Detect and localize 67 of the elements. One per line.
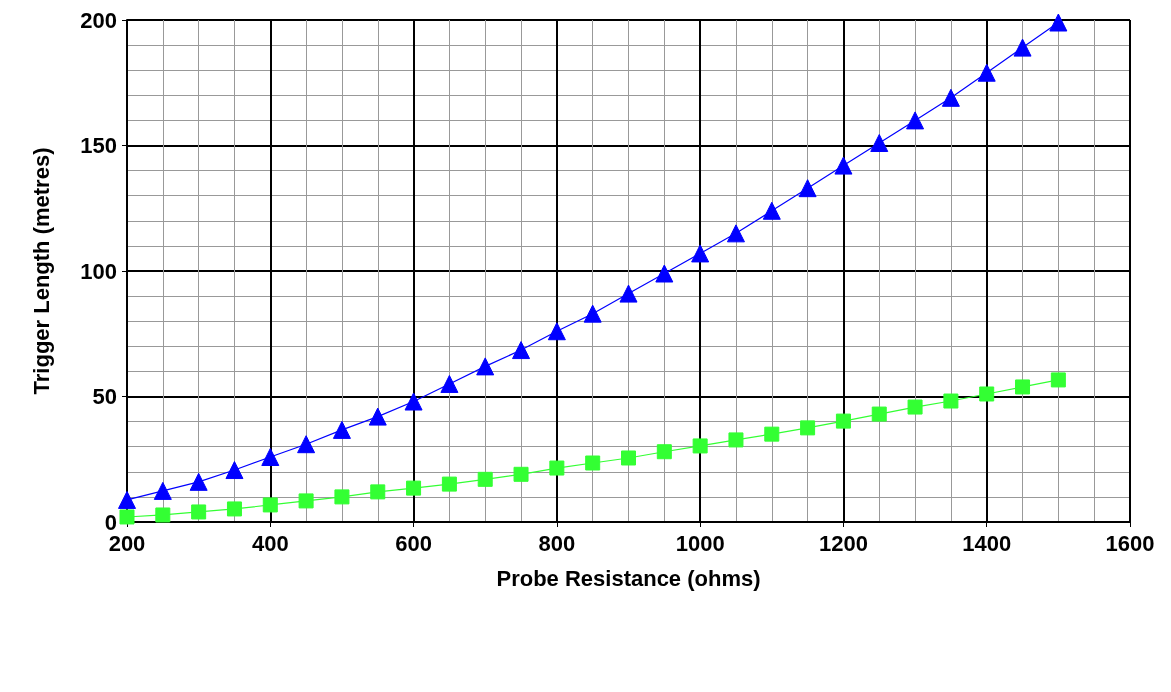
point: [370, 484, 386, 500]
point: [762, 201, 781, 220]
x-tick-label: 800: [538, 530, 576, 556]
point: [835, 413, 851, 429]
point: [261, 447, 280, 466]
point: [406, 480, 422, 496]
point: [834, 156, 853, 175]
point: [583, 304, 602, 323]
point: [764, 426, 780, 442]
point: [119, 509, 135, 525]
point: [870, 133, 889, 152]
point: [549, 460, 565, 476]
point: [655, 264, 674, 283]
point: [404, 392, 423, 411]
x-axis-title: Probe Resistance (ohms): [496, 565, 761, 591]
point: [798, 179, 817, 198]
y-tick-label: 100: [80, 258, 117, 284]
point: [906, 111, 925, 130]
point: [440, 374, 459, 393]
point: [298, 493, 314, 509]
point: [726, 224, 745, 243]
y-tick-label: 150: [80, 133, 117, 158]
point: [728, 432, 744, 448]
x-tick-label: 400: [251, 530, 289, 556]
x-tick-label: 1000: [675, 530, 725, 556]
y-axis-title: Trigger Length (metres): [28, 147, 54, 395]
point: [585, 455, 601, 471]
y-tick-label: 200: [80, 7, 117, 33]
point: [441, 476, 457, 492]
point: [1015, 379, 1031, 395]
point: [476, 357, 495, 376]
x-tick-label: 1600: [1105, 530, 1155, 556]
point: [943, 393, 959, 409]
point: [692, 438, 708, 454]
point: [619, 284, 638, 303]
point: [332, 420, 351, 439]
point: [368, 407, 387, 426]
point: [225, 461, 244, 480]
point: [800, 420, 816, 436]
point: [262, 497, 278, 513]
point: [979, 386, 995, 402]
point: [656, 444, 672, 460]
point: [118, 490, 136, 509]
point: [512, 341, 531, 360]
point: [1049, 13, 1068, 32]
point: [977, 63, 996, 82]
point: [691, 244, 710, 263]
point: [907, 399, 923, 415]
point: [226, 501, 242, 517]
y-tick-label: 50: [92, 384, 117, 409]
point: [1013, 38, 1032, 57]
point: [871, 406, 887, 422]
point: [334, 489, 350, 505]
point: [189, 472, 208, 491]
point: [547, 322, 566, 341]
point: [191, 504, 207, 520]
x-tick-label: 600: [395, 530, 432, 556]
point: [1050, 372, 1066, 388]
x-tick-label: 1200: [818, 530, 868, 556]
x-tick-label: 1400: [962, 530, 1012, 556]
point: [621, 450, 636, 466]
point: [297, 435, 316, 454]
point: [941, 88, 960, 107]
point: [513, 466, 529, 482]
point: [155, 507, 171, 523]
point: [477, 471, 493, 487]
point: [153, 481, 172, 500]
